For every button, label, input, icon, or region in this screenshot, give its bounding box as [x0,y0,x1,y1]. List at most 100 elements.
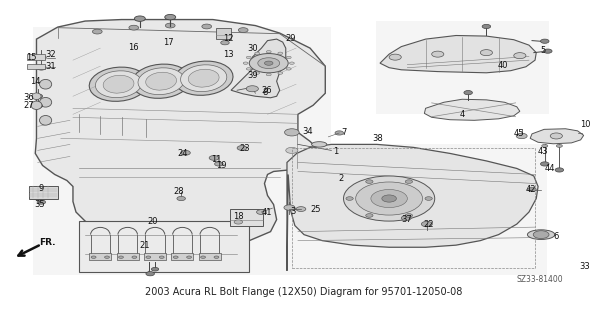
Circle shape [382,195,396,202]
Text: 37: 37 [401,215,412,224]
Circle shape [165,23,175,28]
Bar [79,221,249,272]
Circle shape [221,41,229,45]
Circle shape [266,51,271,53]
Ellipse shape [132,64,190,98]
Text: 11: 11 [212,155,222,164]
Text: 10: 10 [580,120,590,129]
Text: 2003 Acura RL Bolt Flange (12X50) Diagram for 95701-12050-08: 2003 Acura RL Bolt Flange (12X50) Diagra… [145,287,463,297]
Circle shape [335,131,344,135]
Ellipse shape [32,93,41,100]
Text: 40: 40 [497,61,508,70]
Text: 13: 13 [223,50,233,59]
Circle shape [344,176,435,221]
Circle shape [555,168,564,172]
Circle shape [33,103,43,108]
Circle shape [92,29,102,34]
Text: 19: 19 [216,161,226,170]
Circle shape [181,150,190,155]
Ellipse shape [188,69,219,87]
Circle shape [215,162,223,166]
Ellipse shape [95,71,142,98]
Text: 36: 36 [23,93,34,102]
Circle shape [202,24,212,29]
Circle shape [286,68,291,70]
Circle shape [134,16,145,21]
Circle shape [33,94,43,99]
Circle shape [464,91,472,95]
Text: 28: 28 [174,188,184,196]
Text: 31: 31 [46,62,56,71]
Bar [230,209,263,226]
Circle shape [255,72,260,74]
Circle shape [36,65,46,70]
Circle shape [286,56,291,59]
Bar [171,253,193,260]
Text: 22: 22 [424,220,434,229]
Ellipse shape [528,230,554,239]
Ellipse shape [174,61,233,95]
Circle shape [550,133,562,139]
Circle shape [533,231,549,238]
Polygon shape [530,129,584,144]
Circle shape [238,28,248,33]
Text: 44: 44 [545,164,555,173]
Text: 4: 4 [460,110,465,119]
Text: 3: 3 [291,207,296,216]
Circle shape [482,24,491,28]
Circle shape [257,210,266,214]
Text: 30: 30 [247,44,258,53]
Text: 42: 42 [525,185,536,194]
Bar [89,253,111,260]
Circle shape [266,73,271,76]
Circle shape [255,52,260,54]
Polygon shape [380,36,536,73]
Text: 15: 15 [26,53,36,62]
Text: 1: 1 [333,147,339,156]
Circle shape [246,86,258,92]
Circle shape [132,256,137,258]
Circle shape [37,200,46,204]
Circle shape [286,148,298,153]
Text: FR.: FR. [39,238,56,247]
Circle shape [405,214,412,217]
Text: 6: 6 [553,232,559,241]
Circle shape [401,216,411,220]
Circle shape [173,256,178,258]
Text: 16: 16 [128,43,138,52]
Circle shape [159,256,164,258]
Polygon shape [424,99,520,120]
Ellipse shape [103,75,134,93]
Text: SZ33-81400: SZ33-81400 [517,275,564,284]
Text: 21: 21 [139,241,150,250]
Ellipse shape [181,65,227,92]
Text: 32: 32 [46,50,56,59]
Text: 14: 14 [30,77,41,86]
Circle shape [214,256,219,258]
Circle shape [249,53,288,73]
Ellipse shape [138,68,184,95]
Circle shape [284,205,295,210]
Text: 41: 41 [261,208,272,217]
Circle shape [119,256,123,258]
Text: 5: 5 [540,46,545,55]
Bar [199,253,221,260]
Bar [27,54,45,60]
Circle shape [285,129,299,136]
Text: 7: 7 [342,128,347,138]
Circle shape [365,214,373,217]
Circle shape [514,53,526,59]
Bar [29,186,58,198]
Ellipse shape [146,72,176,90]
Circle shape [405,180,412,183]
Circle shape [556,144,562,148]
Circle shape [105,256,109,258]
Circle shape [542,144,548,148]
Circle shape [365,180,373,183]
Ellipse shape [40,116,52,125]
Bar [286,144,547,275]
Ellipse shape [40,98,52,107]
Text: 38: 38 [373,134,384,143]
Text: 9: 9 [38,184,44,193]
Circle shape [36,55,46,60]
